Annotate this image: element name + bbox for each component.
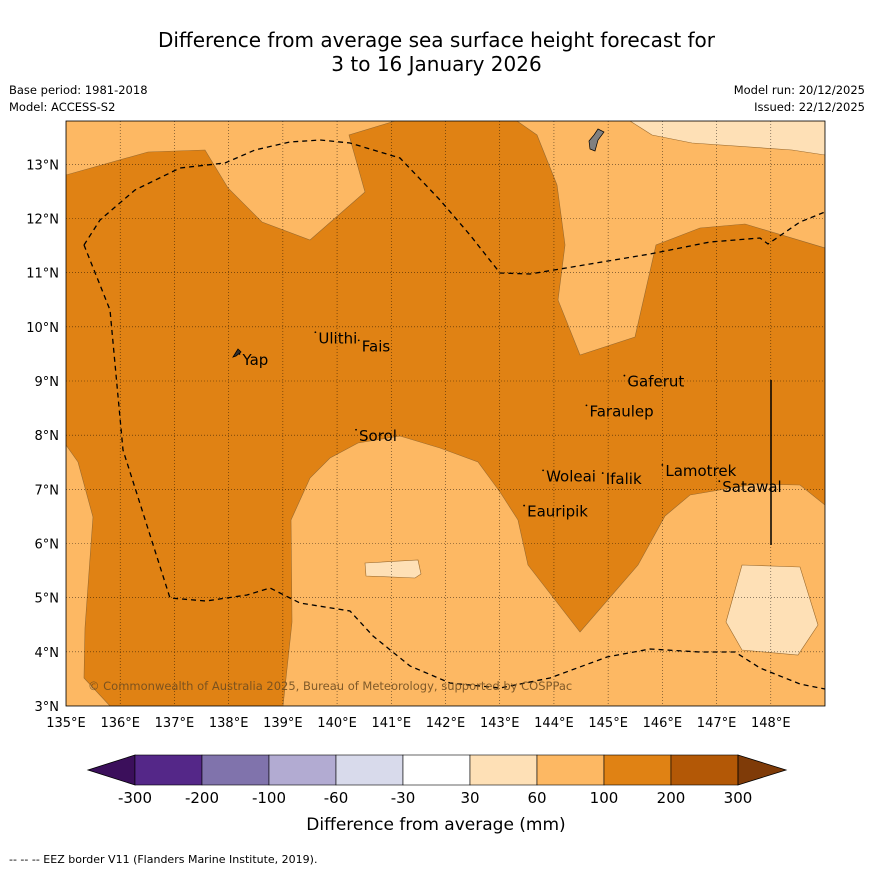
field-ne-60 [516, 121, 825, 356]
lon-tick-label: 136°E [100, 716, 140, 730]
lon-tick-label: 144°E [534, 716, 574, 730]
colorbar-tick-label: 60 [527, 789, 546, 807]
lon-tick-label: 138°E [209, 716, 249, 730]
meta-right: Model run: 20/12/2025 Issued: 22/12/2025 [734, 82, 865, 116]
colorbar-segment [603, 754, 672, 786]
colorbar-tick-label: 30 [460, 789, 479, 807]
lat-tick-label: 12°N [26, 213, 59, 228]
lat-tick-label: 13°N [26, 158, 59, 173]
lat-tick-label: 9°N [35, 375, 60, 390]
colorbar-segment [469, 754, 538, 786]
map-title: Difference from average sea surface heig… [0, 28, 873, 76]
lon-tick-labels: 135°E 136°E 137°E 138°E 139°E 140°E 141°E 142°E… [46, 716, 790, 730]
place-marker [718, 480, 721, 483]
field-patch-30-a [364, 559, 422, 579]
place-marker [355, 428, 357, 431]
base-period: Base period: 1981-2018 [9, 83, 148, 97]
colorbar-tick-label: 200 [657, 789, 686, 807]
lat-tick-label: 8°N [35, 429, 60, 444]
colorbar-max-arrow [737, 754, 788, 786]
colorbar-segment [536, 754, 605, 786]
place-label: Ifalik [606, 470, 642, 488]
lat-tick-label: 7°N [35, 483, 60, 498]
title-line-1: Difference from average sea surface heig… [157, 28, 716, 52]
place-marker [357, 339, 360, 342]
place-label: Ulithi [318, 329, 357, 347]
lat-tick-labels: 3°N 4°N 5°N 6°N 7°N 8°N 9°N 10°N 11°N 12°N 13°N [26, 158, 59, 715]
eez-border [83, 139, 825, 690]
place-labels: Yap Ulithi Fais Sorol Gaferut Faraulep Woleai I… [238, 329, 782, 521]
footnote: -- -- -- EEZ border V11 (Flanders Marine… [9, 853, 318, 866]
guam-island [588, 128, 605, 152]
lat-tick-label: 10°N [26, 321, 59, 336]
lon-tick-label: 148°E [751, 716, 791, 730]
meta-left: Base period: 1981-2018 Model: ACCESS-S2 [9, 82, 148, 116]
map-panel: © Commonwealth of Australia 2025, Bureau… [26, 120, 826, 730]
place-label: Woleai [546, 467, 596, 485]
place-marker [542, 469, 544, 472]
place-label: Eauripik [527, 503, 588, 521]
lon-tick-label: 146°E [643, 716, 683, 730]
colorbar: -300 -200 -100 -60 -30 30 60 100 200 300 Differen… [86, 754, 788, 835]
place-marker [661, 464, 664, 466]
lat-tick-label: 11°N [26, 267, 59, 282]
place-marker [601, 472, 604, 474]
colorbar-segment [201, 754, 270, 786]
issued-date: Issued: 22/12/2025 [754, 100, 865, 114]
grid [66, 121, 825, 706]
lon-tick-label: 139°E [263, 716, 303, 730]
field-patch-30-c [629, 121, 825, 156]
field-patch-30-b [725, 564, 819, 656]
colorbar-segment [268, 754, 337, 786]
lon-tick-label: 140°E [317, 716, 357, 730]
colorbar-tick-label: -300 [118, 789, 152, 807]
place-label: Faraulep [589, 402, 653, 420]
colorbar-tick-label: -30 [391, 789, 416, 807]
place-label: Yap [241, 351, 268, 369]
place-label: Satawal [722, 478, 781, 496]
place-label: Fais [362, 337, 391, 355]
colorbar-tick-label: 300 [724, 789, 753, 807]
lon-tick-label: 142°E [426, 716, 466, 730]
model-run: Model run: 20/12/2025 [733, 83, 865, 97]
place-marker [314, 331, 317, 334]
place-label: Sorol [359, 427, 397, 445]
colorbar-tick-label: -100 [252, 789, 286, 807]
place-marker [238, 353, 241, 355]
lon-tick-label: 137°E [155, 716, 195, 730]
colorbar-tick-label: -200 [185, 789, 219, 807]
place-label: Gaferut [627, 373, 684, 391]
place-label: Lamotrek [665, 462, 736, 480]
colorbar-segment [335, 754, 404, 786]
place-marker [523, 504, 526, 507]
field-nw-60 [66, 121, 396, 241]
lon-tick-label: 145°E [588, 716, 628, 730]
colorbar-label: Difference from average (mm) [306, 815, 565, 835]
lon-tick-label: 147°E [697, 716, 737, 730]
lon-tick-label: 135°E [46, 716, 86, 730]
lat-tick-label: 5°N [35, 592, 60, 607]
place-marker [585, 404, 588, 407]
colorbar-tick-label: -60 [324, 789, 349, 807]
colorbar-segment [670, 754, 739, 786]
map-frame [65, 120, 826, 707]
lat-tick-label: 6°N [35, 538, 60, 553]
title-line-2: 3 to 16 January 2026 [331, 52, 542, 76]
lon-tick-label: 143°E [480, 716, 520, 730]
colorbar-min-arrow [86, 754, 136, 786]
copyright-text: © Commonwealth of Australia 2025, Bureau… [88, 679, 572, 693]
place-marker [623, 374, 626, 377]
yap-island [232, 348, 242, 358]
model-name: Model: ACCESS-S2 [9, 100, 116, 114]
lat-tick-label: 4°N [35, 646, 60, 661]
colorbar-segment [402, 754, 471, 786]
lat-tick-label: 3°N [35, 700, 60, 715]
colorbar-segment [134, 754, 203, 786]
colorbar-tick-label: 100 [590, 789, 619, 807]
lon-tick-label: 141°E [372, 716, 412, 730]
